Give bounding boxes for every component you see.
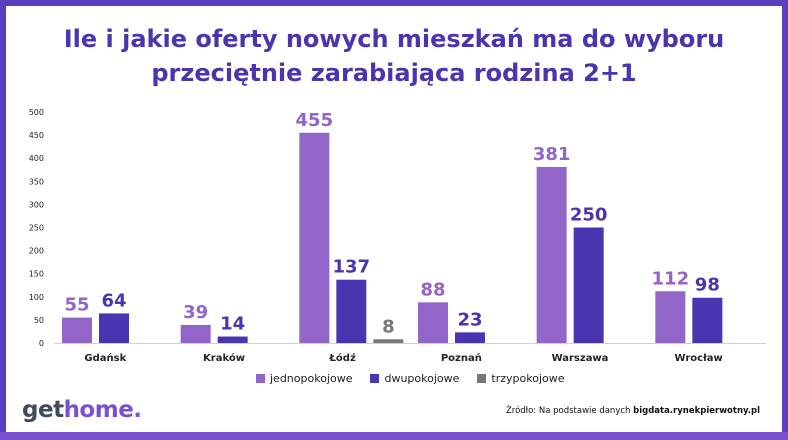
y-tick-label: 350 [29,177,44,186]
data-label-jednopokojowe-4: 381 [533,144,571,165]
x-tick-label: Wrocław [675,353,723,364]
y-tick-label: 400 [29,154,44,163]
bar-chart: 0 50 100 150 200 250 300 350 400 450 500 55 64 Gdańsk… [29,108,766,364]
legend-label-trzypokojowe: trzypokojowe [491,371,565,385]
chart-title: Ile i jakie oferty nowych mieszkań ma do… [6,22,782,90]
bar-jednopokojowe-1 [180,324,211,343]
y-tick-label: 450 [29,131,44,140]
source-prefix: Źródło: Na podstawie danych [505,406,634,416]
y-tick-label: 300 [29,200,44,209]
bar-trzypokojowe-2 [373,339,404,343]
y-tick-label: 150 [29,270,44,279]
x-tick-label: Kraków [203,352,245,364]
bar-dwupokojowe-3 [455,332,485,343]
y-tick-label: 50 [34,316,44,325]
y-tick-label: 500 [29,108,44,117]
data-label-dwupokojowe-5: 98 [695,275,720,296]
chart-frame [6,6,782,434]
legend-item-dwupokojowe: dwupokojowe [370,372,459,385]
data-label-dwupokojowe-3: 23 [457,309,482,330]
chart-title-line-1: Ile i jakie oferty nowych mieszkań ma do… [63,25,725,53]
y-tick-label: 200 [29,247,44,256]
data-label-trzypokojowe-2: 8 [382,316,395,337]
logo-part-home: home. [63,397,142,423]
legend-label-dwupokojowe: dwupokojowe [384,371,460,385]
data-label-jednopokojowe-2: 455 [296,110,334,131]
data-label-jednopokojowe-0: 55 [64,295,89,316]
data-label-jednopokojowe-3: 88 [420,279,445,300]
x-tick-label: Gdańsk [84,352,126,364]
legend-swatch-dwupokojowe [370,373,380,383]
bar-dwupokojowe-2 [336,279,367,343]
logo-part-get: get [22,397,64,423]
legend-label-jednopokojowe: jednopokojowe [270,371,353,385]
data-label-dwupokojowe-0: 64 [101,290,126,311]
data-label-dwupokojowe-1: 14 [220,314,245,335]
data-label-jednopokojowe-1: 39 [183,302,208,323]
bar-jednopokojowe-4 [536,166,567,343]
bar-dwupokojowe-4 [573,227,604,343]
gethome-logo: gethome. [22,397,142,423]
legend-item-jednopokojowe: jednopokojowe [256,372,352,385]
chart-title-line-2: przeciętnie zarabiająca rodzina 2+1 [151,59,637,87]
bar-jednopokojowe-3 [418,302,448,343]
legend-item-trzypokojowe: trzypokojowe [477,371,565,385]
y-tick-label: 0 [39,339,44,348]
legend: jednopokojowe dwupokojowe trzypokojowe [256,370,565,386]
bar-dwupokojowe-5 [692,297,723,343]
bar-jednopokojowe-2 [299,132,330,343]
legend-swatch-trzypokojowe [477,373,487,383]
bar-dwupokojowe-1 [217,336,248,343]
bar-jednopokojowe-0 [62,317,92,343]
y-tick-label: 100 [29,293,44,302]
bottom-band [0,432,788,440]
x-tick-label: Poznań [441,352,482,364]
x-tick-label: Łódź [329,352,356,364]
data-label-dwupokojowe-4: 250 [570,205,608,226]
bar-dwupokojowe-0 [99,313,129,343]
x-tick-label: Warszawa [552,353,609,364]
legend-swatch-jednopokojowe [256,373,265,383]
data-label-jednopokojowe-5: 112 [652,268,690,289]
source-link-text: bigdata.rynekpierwotny.pl [633,406,760,416]
bar-jednopokojowe-5 [655,291,686,343]
data-label-dwupokojowe-2: 137 [333,257,371,278]
y-tick-label: 250 [29,224,44,233]
source-note: Źródło: Na podstawie danych bigdata.ryne… [506,406,760,416]
